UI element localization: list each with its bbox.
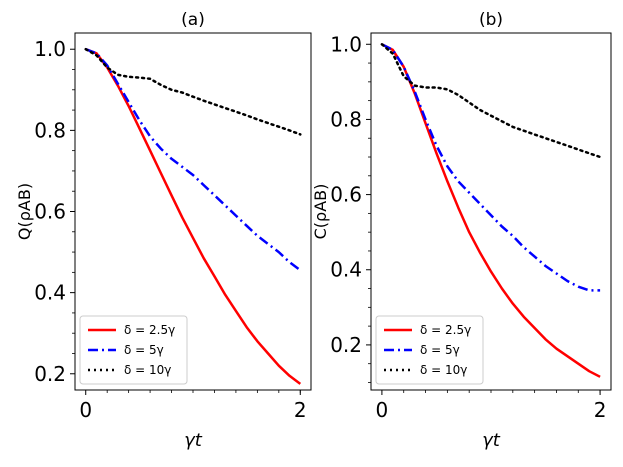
y-tick-label-a-1: 0.4	[34, 281, 66, 305]
legend-b: δ = 2.5γ δ = 5γ δ = 10γ	[375, 315, 484, 385]
y-tick-label-b-3: 0.8	[330, 107, 362, 131]
series-line-b-0	[381, 43, 601, 378]
y-tick-label-b-1: 0.4	[330, 258, 362, 282]
legend-label-b-2: δ = 10γ	[420, 363, 467, 377]
legend-label-b-0: δ = 2.5γ	[420, 323, 471, 337]
y-tick-label-b-4: 1.0	[330, 32, 362, 56]
x-axis-label-b: γt	[482, 430, 501, 451]
x-tick-label-b-1: 2	[594, 398, 607, 422]
x-tick-label-b-0: 0	[376, 398, 389, 422]
panel-title-b: (b)	[479, 10, 503, 30]
y-axis-label-b: C(ρAB)	[311, 184, 330, 240]
legend-label-a-1: δ = 5γ	[124, 343, 164, 357]
legend-a: δ = 2.5γ δ = 5γ δ = 10γ	[79, 315, 188, 385]
y-axis-label-a: Q(ρAB)	[15, 183, 34, 240]
y-tick-label-b-2: 0.6	[330, 183, 362, 207]
legend-label-b-1: δ = 5γ	[420, 343, 460, 357]
legend-label-a-2: δ = 10γ	[124, 363, 171, 377]
series-line-b-2	[380, 43, 602, 159]
x-tick-label-a-0: 0	[79, 398, 92, 422]
y-tick-label-a-4: 1.0	[34, 37, 66, 61]
x-axis-label-a: γt	[184, 430, 203, 451]
series-line-a-0	[85, 48, 302, 385]
y-tick-label-a-0: 0.2	[34, 362, 66, 386]
series-line-a-2	[84, 47, 302, 136]
legend-box-b	[375, 315, 484, 385]
legend-label-a-0: δ = 2.5γ	[124, 323, 175, 337]
y-tick-label-a-3: 0.8	[34, 118, 66, 142]
legend-box-a	[79, 315, 188, 385]
series-line-a-1	[85, 48, 302, 272]
x-tick-label-a-1: 2	[294, 398, 307, 422]
series-line-b-1	[381, 43, 601, 292]
panel-title-a: (a)	[181, 10, 205, 30]
y-tick-label-a-2: 0.6	[34, 200, 66, 224]
y-tick-label-b-0: 0.2	[330, 333, 362, 357]
